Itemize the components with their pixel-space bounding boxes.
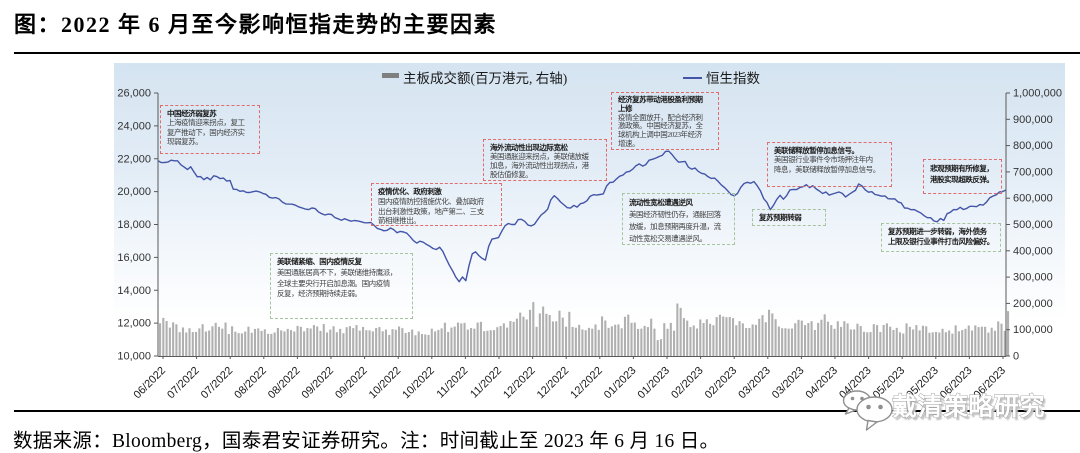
annotation-body: 美国经济韧性仍存，通胀回落 放缓，加息预期再度升温，流 动性宽松交易遭遇逆风。 (629, 210, 721, 243)
annotation-title: 经济复苏带动港股盈利预期 上修 (618, 95, 703, 113)
x-axis-tick-label: 02/2023 (703, 365, 740, 402)
annotation-body: 美国通胀迎来拐点，美联储放缓 加息，海外流动性出现拐点，港 股估值修复。 (490, 152, 589, 180)
source-note: 数据来源：Bloomberg，国泰君安证券研究。注：时间截止至 2023 年 6… (13, 431, 720, 452)
volume-bars (159, 302, 1010, 357)
annotation-body: 疫情全面放开，配合经济刺 激政策。中国经济复苏，全 球机构上调中国2023年经济… (618, 112, 703, 148)
x-axis-tick-label: 04/2023 (837, 365, 874, 402)
annotation-box-2: 疫情优化、政府刺激 国内疫情防控措施优化、叠加政府 出台刺激性政策，地产第二、三支… (371, 183, 502, 226)
annotation-box-10: 复苏预期进一步转弱，海外债务 上限及银行业事件打击风险偏好。 (881, 223, 1001, 252)
bottom-rule (14, 410, 1080, 412)
x-axis-tick-label: 06/2022 (132, 365, 169, 402)
right-axis-tick-label: 500,000 (1013, 219, 1053, 231)
hsi-line (157, 150, 1007, 283)
annotation-box-1: 中国经济弱复苏 上海疫情迎来拐点，复工 复产推动下，国内经济实 现弱复苏。 (160, 105, 260, 154)
x-axis-tick-label: 02/2023 (669, 365, 706, 402)
right-axis-tick-label: 400,000 (1013, 245, 1053, 257)
x-axis-tick-label: 10/2022 (400, 365, 437, 402)
left-axis-tick-label: 20,000 (117, 186, 151, 198)
annotation-body: 美国银行业事件令市场押注年内 降息，美联储释放暂停加息信号。 (774, 155, 880, 174)
annotation-box-3: 海外流动性出现边际宽松 美国通胀迎来拐点，美联储放缓 加息，海外流动性出现拐点，港… (483, 139, 607, 181)
annotation-title: 美联储释放暂停加息信号。 (774, 146, 859, 155)
right-axis-tick-label: 100,000 (1013, 324, 1053, 336)
right-axis-tick-label: 800,000 (1013, 140, 1053, 152)
x-axis-tick-label: 06/2023 (938, 365, 975, 402)
x-axis-tick-label: 01/2023 (602, 365, 639, 402)
x-axis-tick-label: 01/2023 (636, 365, 673, 402)
x-axis-tick-label: 04/2023 (804, 365, 841, 402)
x-axis-tick-label: 08/2022 (232, 365, 269, 402)
annotation-title: 复苏预期转弱 (759, 213, 802, 222)
x-axis-tick-label: 03/2023 (770, 365, 807, 402)
annotation-body: 美国通胀居高不下，美联储维持鹰派， 全球主要央行开启加息潮。国内疫情 反复，经济… (277, 267, 397, 299)
left-axis-tick-label: 16,000 (117, 252, 151, 264)
right-axis-tick-label: 700,000 (1013, 166, 1053, 178)
left-axis-tick-label: 18,000 (117, 219, 151, 231)
right-axis-tick-label: 600,000 (1013, 193, 1053, 205)
annotation-title: 流动性宽松遭遇逆风 (629, 198, 693, 207)
left-axis-tick-label: 22,000 (117, 153, 151, 165)
x-axis-tick-label: 08/2022 (266, 365, 303, 402)
x-axis-tick-label: 07/2022 (199, 365, 236, 402)
title-rule (14, 52, 1080, 54)
annotation-title: 疫情优化、政府刺激 (378, 187, 442, 196)
x-axis-tick-label: 03/2023 (736, 365, 773, 402)
annotation-box-9: 复苏预期转弱 (752, 209, 826, 226)
right-axis-tick-label: 900,000 (1013, 114, 1053, 126)
left-axis-tick-label: 26,000 (117, 88, 151, 100)
annotation-title: 美联储紧缩、国内疫情反复 (277, 257, 362, 266)
right-axis-tick-label: 0 (1013, 351, 1019, 363)
annotation-title: 复苏预期进一步转弱，海外债务 上限及银行业事件打击风险偏好。 (888, 227, 994, 246)
x-axis-tick-label: 10/2022 (367, 365, 404, 402)
x-axis-tick-label: 05/2023 (871, 365, 908, 402)
x-axis-tick-label: 11/2022 (468, 365, 504, 401)
annotation-body: 上海疫情迎来拐点，复工 复产推动下，国内经济实 现弱复苏。 (167, 118, 245, 147)
chart-background (114, 63, 1065, 358)
right-axis-tick-label: 300,000 (1013, 272, 1053, 284)
page-title: 图：2022 年 6 月至今影响恒指走势的主要因素 (14, 12, 498, 37)
left-axis-tick-label: 14,000 (117, 285, 151, 297)
annotation-title: 悲观预期有所修复， 港股实现超跌反弹。 (930, 164, 994, 184)
right-axis-tick-label: 1,000,000 (1013, 88, 1062, 100)
annotation-box-6: 悲观预期有所修复， 港股实现超跌反弹。 (923, 159, 1002, 194)
x-axis-tick-label: 12/2022 (501, 365, 538, 402)
right-axis-tick-label: 200,000 (1013, 298, 1053, 310)
x-axis-tick-label: 09/2022 (333, 365, 370, 402)
annotation-title: 中国经济弱复苏 (167, 109, 217, 118)
right-axis-ticks-and-labels: 0 100,000 200,000 300,000 400,000 500,000 600,… (1006, 88, 1062, 363)
x-axis-tick-label: 06/2023 (972, 365, 1009, 402)
left-axis-tick-label: 12,000 (117, 318, 151, 330)
annotation-box-7: 美联储紧缩、国内疫情反复 美国通胀居高不下，美联储维持鹰派， 全球主要央行开启加息… (270, 253, 413, 319)
x-axis-tick-label: 07/2022 (165, 365, 202, 402)
left-axis-tick-label: 24,000 (117, 120, 151, 132)
annotation-body: 国内疫情防控措施优化、叠加政府 出台刺激性政策，地产第二、三支 箭相继推出。 (378, 196, 484, 226)
left-axis-ticks-and-labels: 10,000 12,000 14,000 16,000 18,000 20,000 22,0… (117, 88, 158, 363)
x-axis-tick-label: 12/2022 (568, 365, 605, 402)
annotation-box-4: 经济复苏带动港股盈利预期 上修 疫情全面放开，配合经济刺 激政策。中国经济复苏，全… (611, 92, 719, 150)
x-axis-tick-label: 11/2022 (434, 365, 470, 401)
x-axis-ticks-and-labels: 06/202207/202207/202208/202208/202209/20… (132, 356, 1009, 402)
left-axis-tick-label: 10,000 (117, 351, 151, 363)
x-axis-tick-label: 09/2022 (300, 365, 337, 402)
x-axis-tick-label: 05/2023 (904, 365, 941, 402)
x-axis-tick-label: 12/2022 (535, 365, 572, 402)
annotation-box-8: 流动性宽松遭遇逆风美国经济韧性仍存，通胀回落 放缓，加息预期再度升温，流 动性宽… (622, 193, 735, 245)
annotation-box-5: 美联储释放暂停加息信号。 美国银行业事件令市场押注年内 降息，美联储释放暂停加息信… (767, 142, 892, 187)
annotation-title: 海外流动性出现边际宽松 (490, 143, 568, 152)
